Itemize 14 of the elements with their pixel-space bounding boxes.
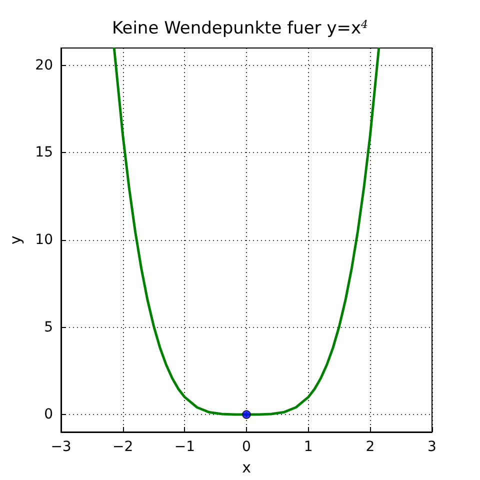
x-tick-label: −1 — [174, 439, 195, 455]
y-axis-title: y — [6, 235, 24, 244]
x-axis-title: x — [242, 458, 252, 476]
y-tick-label: 0 — [44, 406, 53, 423]
x-tick-label: −2 — [112, 439, 134, 455]
y-tick-label: 15 — [35, 144, 53, 161]
x-tick-label: −3 — [50, 439, 72, 455]
y-tick-label: 5 — [44, 319, 53, 336]
y-tick-label: 10 — [35, 232, 53, 248]
x-tick-label: 0 — [242, 439, 251, 455]
y-tick-label: 20 — [35, 57, 53, 74]
x-tick-label: 1 — [304, 439, 313, 455]
x-tick-label: 2 — [366, 439, 375, 455]
x-tick-label: 3 — [428, 439, 436, 455]
